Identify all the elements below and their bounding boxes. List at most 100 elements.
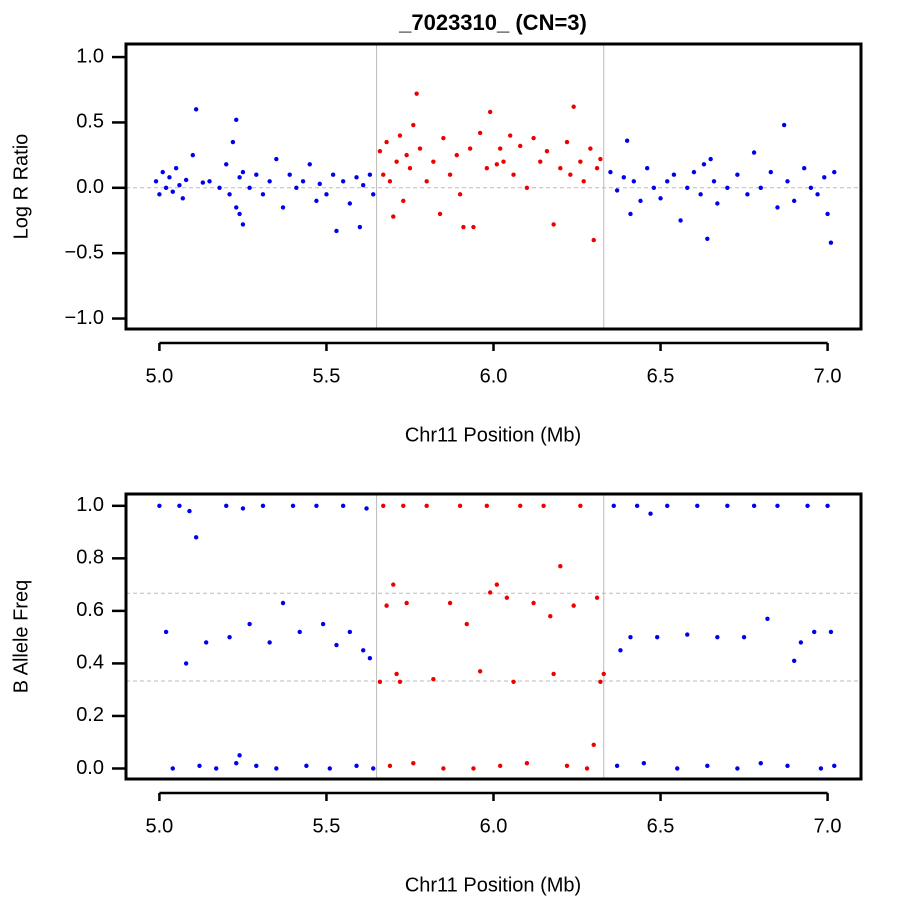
point — [805, 503, 810, 509]
point — [588, 146, 593, 151]
point — [387, 179, 393, 184]
point — [758, 761, 763, 766]
point — [708, 156, 713, 162]
point — [240, 222, 246, 227]
plot-frame — [124, 42, 863, 331]
point — [634, 503, 640, 509]
point — [397, 679, 403, 685]
point — [511, 172, 516, 177]
point — [234, 761, 239, 766]
x-tick-label: 7.0 — [814, 365, 842, 387]
point — [611, 503, 616, 509]
point — [735, 766, 740, 771]
point — [818, 766, 824, 771]
point — [571, 104, 576, 109]
point — [628, 634, 633, 640]
chart-title: _7023310_ (CN=3) — [398, 10, 587, 35]
y-tick-label: −0.5 — [65, 241, 104, 263]
point — [437, 211, 443, 217]
point — [237, 753, 242, 758]
point — [367, 655, 373, 661]
point — [371, 766, 376, 771]
point — [601, 671, 606, 677]
point — [377, 149, 383, 154]
point — [364, 506, 369, 511]
point — [324, 192, 329, 197]
point — [190, 152, 196, 158]
point — [457, 503, 463, 509]
y-tick-label: 0.0 — [76, 176, 104, 198]
point — [487, 590, 493, 595]
point — [384, 603, 389, 608]
point — [240, 169, 246, 175]
x-axis-label: Chr11 Position (Mb) — [405, 424, 581, 446]
point — [234, 205, 239, 210]
point — [447, 172, 453, 177]
point — [320, 621, 326, 627]
point — [287, 172, 292, 177]
point — [230, 139, 236, 145]
point — [548, 613, 553, 619]
point — [411, 761, 416, 766]
x-tick-label: 5.0 — [146, 365, 174, 387]
point — [297, 629, 302, 635]
point — [631, 179, 637, 184]
point — [431, 676, 436, 682]
point — [832, 169, 837, 175]
point — [791, 658, 797, 663]
point — [197, 763, 202, 769]
point — [711, 179, 717, 184]
point — [671, 172, 677, 177]
point — [267, 179, 272, 184]
y-tick-label: 0.4 — [76, 652, 104, 674]
point — [467, 146, 473, 151]
y-tick-label: 1.0 — [76, 45, 104, 67]
point — [531, 600, 536, 606]
point — [775, 205, 780, 210]
x-tick-label: 6.0 — [480, 815, 508, 837]
point — [477, 130, 483, 136]
point — [334, 228, 339, 234]
point — [494, 582, 500, 587]
point — [594, 595, 600, 600]
point — [685, 185, 690, 191]
point — [538, 159, 543, 164]
point — [254, 763, 259, 769]
point — [177, 503, 182, 509]
point — [614, 188, 620, 193]
point — [628, 211, 633, 217]
point — [237, 211, 242, 217]
point — [203, 640, 209, 645]
point — [701, 162, 707, 167]
point — [518, 143, 523, 149]
point — [621, 175, 626, 180]
point — [802, 165, 807, 171]
point — [314, 198, 319, 204]
point — [170, 766, 175, 771]
point — [327, 766, 332, 771]
point — [217, 185, 222, 191]
point — [571, 603, 576, 608]
point — [187, 508, 192, 514]
point — [357, 224, 363, 230]
point — [785, 179, 790, 184]
point — [401, 503, 406, 509]
point — [798, 640, 804, 645]
point — [207, 179, 212, 184]
point — [411, 122, 416, 128]
point — [832, 763, 837, 769]
point — [725, 503, 730, 509]
point — [167, 175, 172, 180]
point — [808, 185, 814, 191]
point — [163, 185, 169, 191]
point — [828, 240, 834, 245]
point — [781, 122, 787, 128]
point — [578, 503, 583, 509]
point — [317, 181, 322, 187]
x-tick-label: 5.5 — [313, 365, 341, 387]
point — [541, 503, 546, 509]
point — [371, 192, 376, 197]
point — [461, 224, 466, 230]
point — [564, 763, 570, 769]
